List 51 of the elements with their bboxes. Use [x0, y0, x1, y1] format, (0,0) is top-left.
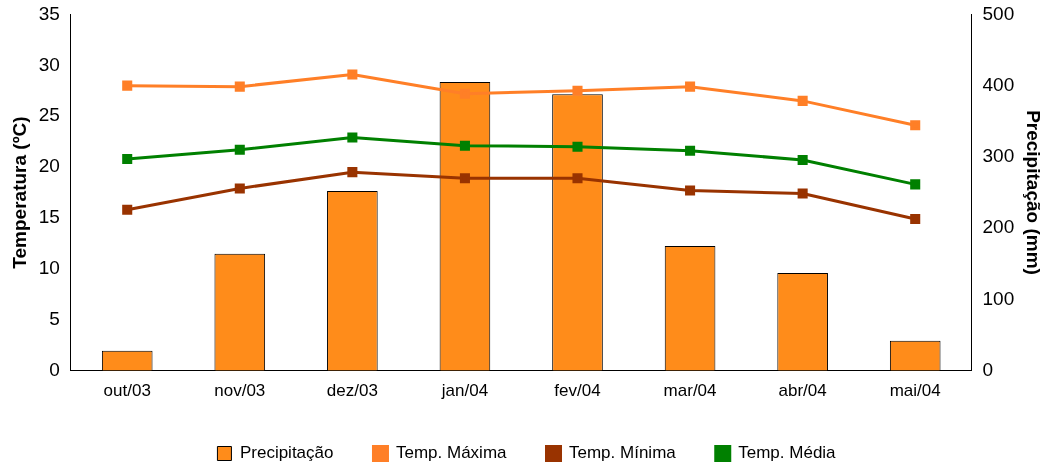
point	[122, 80, 133, 91]
x-tick-label: out/03	[103, 381, 151, 401]
y-tick-label: 5	[49, 307, 60, 329]
point	[797, 95, 808, 106]
y2-tick-label: 500	[982, 2, 1015, 24]
point	[347, 69, 358, 80]
point	[910, 179, 921, 190]
y2-tick-label: 400	[982, 73, 1015, 95]
point	[572, 141, 583, 152]
legend-label: Temp. Média	[738, 443, 837, 463]
legend-label: Temp. Máxima	[395, 443, 508, 463]
point	[685, 145, 696, 156]
point	[122, 153, 133, 164]
point	[234, 144, 245, 155]
y-tick-label: 15	[38, 206, 60, 228]
y-tick-label: 25	[38, 104, 60, 126]
point	[347, 132, 358, 143]
point	[685, 185, 696, 196]
legend-label: Precipitação	[239, 443, 334, 463]
x-tick-label: dez/03	[326, 381, 378, 401]
point	[572, 173, 583, 184]
x-tick-label: jan/04	[440, 381, 489, 401]
y2-axis-title: Precipitação (mm)	[1023, 110, 1045, 275]
x-tick-label: mar/04	[663, 381, 717, 401]
point	[234, 183, 245, 194]
point	[797, 154, 808, 165]
x-tick-label: mai/04	[889, 381, 941, 401]
point	[572, 85, 583, 96]
y2-tick-label: 300	[982, 145, 1015, 167]
y-tick-label: 10	[38, 257, 60, 279]
y-tick-label: 20	[38, 155, 60, 177]
point	[347, 167, 358, 178]
point	[234, 81, 245, 92]
y-tick-label: 30	[38, 53, 60, 75]
y2-tick-label: 100	[982, 287, 1015, 309]
y2-tick-label: 200	[982, 216, 1015, 238]
x-tick-label: nov/03	[214, 381, 266, 401]
legend-label: Temp. Mínima	[569, 443, 677, 463]
y-tick-label: 0	[49, 358, 60, 380]
point	[459, 173, 470, 184]
y-axis-title: Temperatura (ºC)	[8, 116, 30, 269]
point	[122, 204, 133, 215]
point	[459, 140, 470, 151]
x-tick-label: fev/04	[554, 381, 601, 401]
point	[797, 188, 808, 199]
x-tick-label: abr/04	[778, 381, 827, 401]
point	[685, 81, 696, 92]
point	[910, 120, 921, 131]
y-tick-label: 35	[38, 2, 60, 24]
y2-tick-label: 0	[982, 358, 994, 380]
point	[910, 213, 921, 224]
